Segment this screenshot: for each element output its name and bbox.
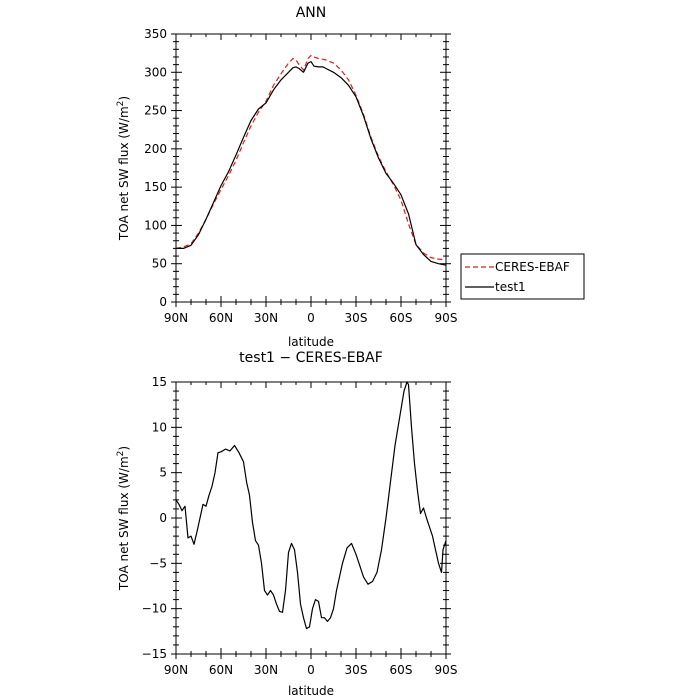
bottom-x-tick-label: 60S xyxy=(390,663,413,677)
bottom-x-axis-title: latitude xyxy=(288,684,334,698)
top-x-tick-label: 90N xyxy=(164,311,188,325)
bottom-x-tick-label: 30S xyxy=(345,663,368,677)
bottom-y-tick-label: −15 xyxy=(142,647,167,661)
bottom-x-tick-label: 90N xyxy=(164,663,188,677)
top-axis-ticks xyxy=(171,33,451,307)
bottom-y-tick-label: 0 xyxy=(159,511,167,525)
bottom-series-group xyxy=(175,381,447,630)
bottom-panel: test1 − CERES-EBAF 90N 60N 30N 0 30S 60S 90S −… xyxy=(116,350,457,698)
top-series-group xyxy=(175,54,447,266)
top-y-tick-label: 150 xyxy=(144,180,167,194)
bottom-y-tick-labels: −15 −10 −5 0 5 10 15 xyxy=(142,375,167,661)
top-plot-frame xyxy=(175,33,447,303)
legend-box xyxy=(460,253,585,300)
top-x-tick-label: 90S xyxy=(435,311,458,325)
top-y-tick-label: 100 xyxy=(144,218,167,232)
top-y-axis-title-tail: ) xyxy=(117,96,131,101)
top-x-tick-label: 0 xyxy=(307,311,315,325)
bottom-y-tick-label: 5 xyxy=(159,466,167,480)
top-y-tick-labels: 0 50 100 150 200 250 300 350 xyxy=(144,27,167,309)
top-x-tick-label: 60S xyxy=(390,311,413,325)
bottom-x-tick-label: 90S xyxy=(435,663,458,677)
top-y-tick-label: 50 xyxy=(152,257,167,271)
bottom-y-axis-title-main: TOA net SW flux (W/m xyxy=(117,456,131,591)
bottom-x-tick-label: 0 xyxy=(307,663,315,677)
bottom-y-axis-title-sup: 2 xyxy=(116,451,126,457)
legend-label-ceres-ebaf: CERES-EBAF xyxy=(495,260,570,274)
bottom-y-tick-label: −10 xyxy=(142,602,167,616)
bottom-y-axis-title-tail: ) xyxy=(117,446,131,451)
bottom-plot-frame xyxy=(175,381,447,655)
top-x-tick-label: 30S xyxy=(345,311,368,325)
top-series-line-test1 xyxy=(176,60,447,266)
bottom-x-tick-label: 60N xyxy=(209,663,233,677)
top-y-tick-label: 350 xyxy=(144,27,167,41)
top-panel: ANN 90N 60N 30N 0 30S 60S 90S 0 50 100 150 200 250 3… xyxy=(116,5,585,349)
top-x-tick-label: 60N xyxy=(209,311,233,325)
top-y-tick-label: 250 xyxy=(144,104,167,118)
bottom-y-tick-label: 15 xyxy=(152,375,167,389)
top-x-tick-label: 30N xyxy=(254,311,278,325)
top-x-tick-labels: 90N 60N 30N 0 30S 60S 90S xyxy=(164,311,458,325)
bottom-series-line-difference xyxy=(175,381,447,630)
top-y-axis-title-main: TOA net SW flux (W/m xyxy=(117,106,131,241)
bottom-y-tick-label: −5 xyxy=(149,556,167,570)
bottom-x-tick-labels: 90N 60N 30N 0 30S 60S 90S xyxy=(164,663,458,677)
bottom-panel-title: test1 − CERES-EBAF xyxy=(239,350,383,366)
top-y-axis-title-sup: 2 xyxy=(116,101,126,107)
top-x-axis-title: latitude xyxy=(288,335,334,349)
legend: CERES-EBAF test1 xyxy=(460,253,585,300)
top-panel-title: ANN xyxy=(296,5,327,21)
top-y-tick-label: 200 xyxy=(144,142,167,156)
top-series-line-ceres-ebaf xyxy=(175,54,447,261)
top-y-tick-label: 0 xyxy=(159,295,167,309)
bottom-y-axis-title: TOA net SW flux (W/m2) xyxy=(116,446,131,591)
bottom-y-tick-label: 10 xyxy=(152,420,167,434)
top-y-tick-label: 300 xyxy=(144,65,167,79)
top-y-axis-title: TOA net SW flux (W/m2) xyxy=(116,96,131,241)
bottom-x-tick-label: 30N xyxy=(254,663,278,677)
bottom-axis-ticks xyxy=(171,381,451,659)
legend-label-test1: test1 xyxy=(495,280,526,294)
